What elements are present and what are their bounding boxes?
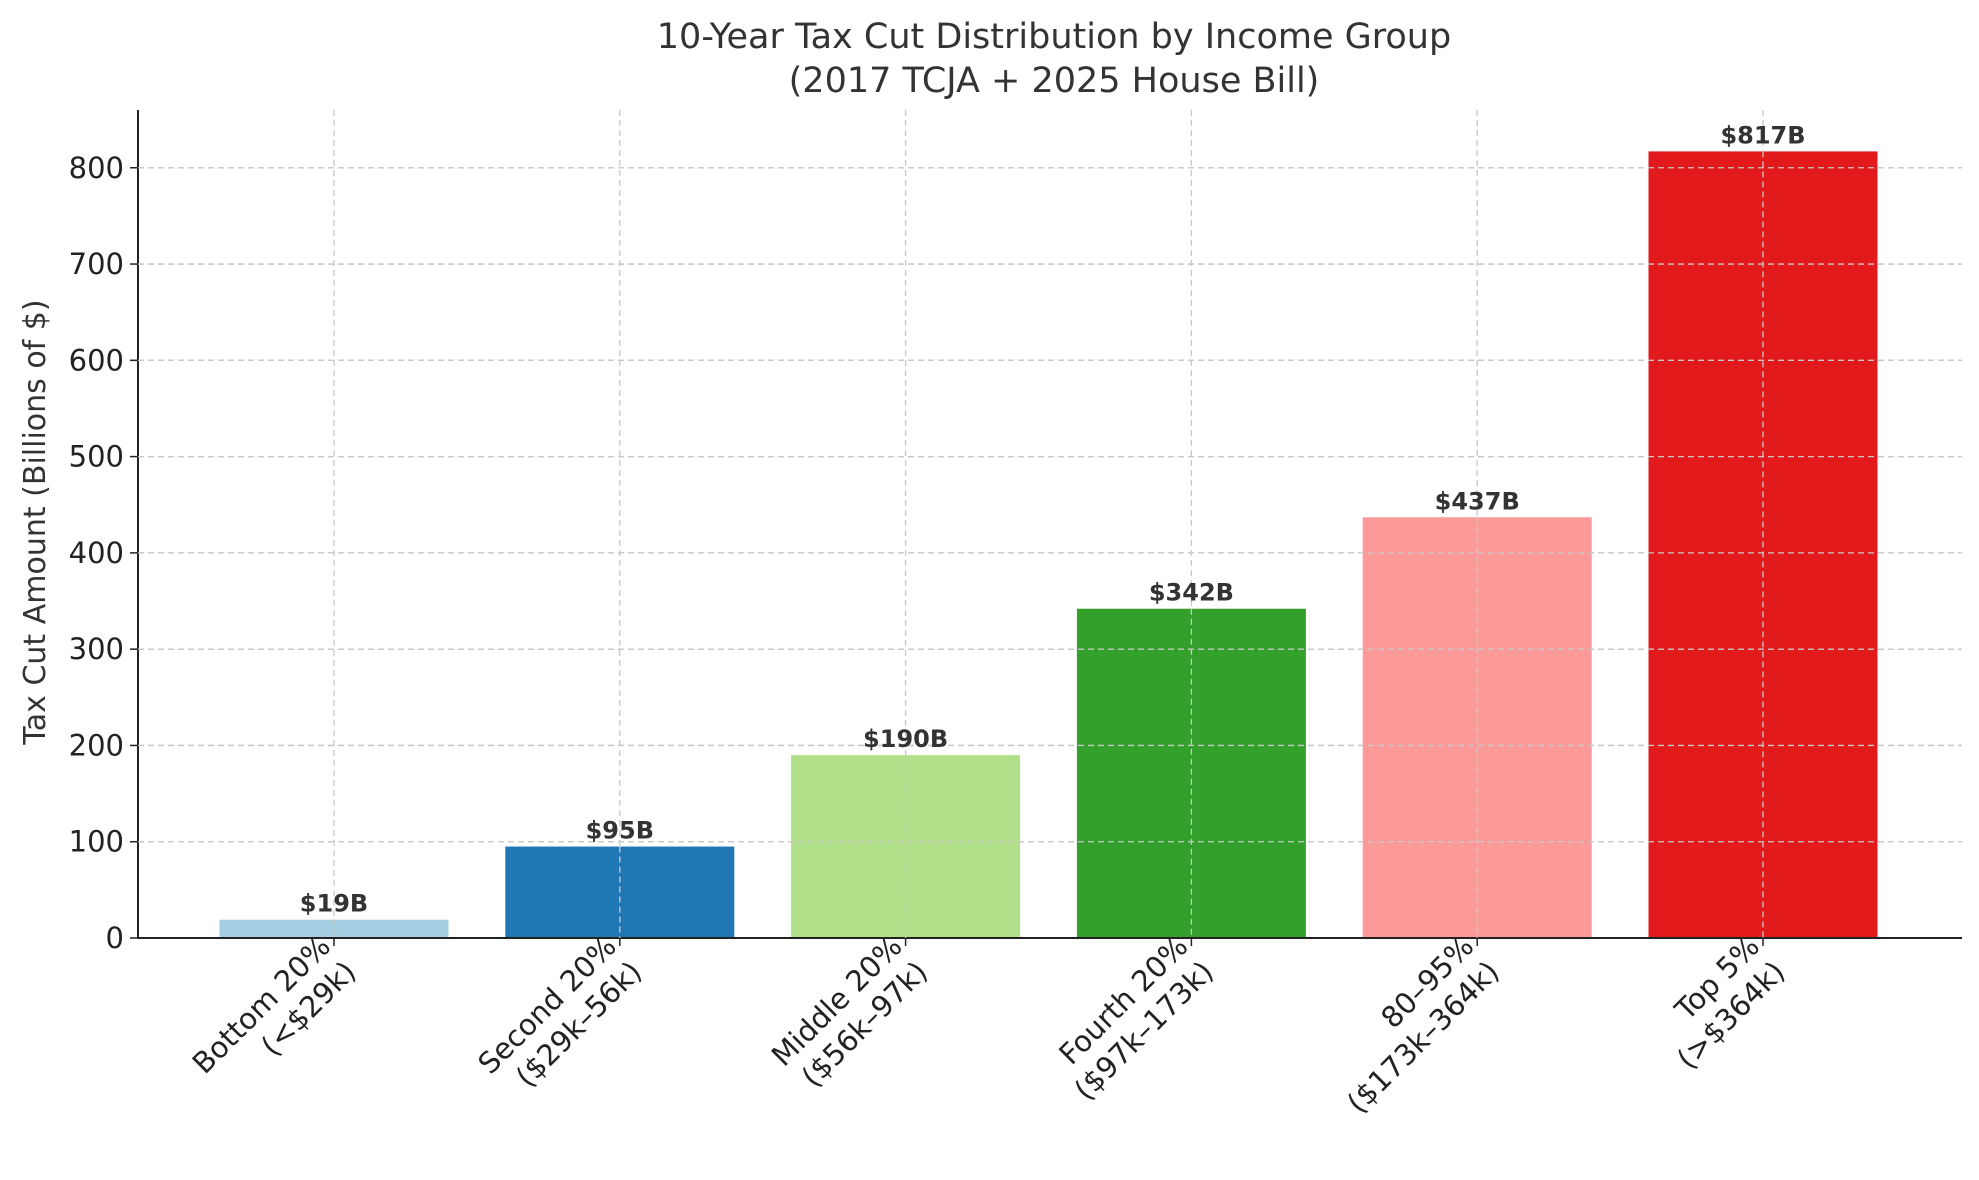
x-tick-label: Second 20%($29k–56k): [471, 929, 648, 1094]
data-labels: $19B $95B $190B $342B $437B $817B: [138, 121, 1962, 938]
bar: [219, 919, 449, 938]
y-ticks: 0 100 200 300 400 500 600 700 800: [69, 151, 138, 955]
y-tick-label: 700: [69, 247, 124, 281]
x-tick-label: Fourth 20%($97k–173k): [1052, 929, 1220, 1107]
chart-title: 10-Year Tax Cut Distribution by Income G…: [657, 17, 1451, 101]
bar-data-label: $19B: [300, 890, 368, 918]
y-axis-label: Tax Cut Amount (Billions of $): [18, 299, 53, 745]
bar-data-label: $817B: [1720, 121, 1805, 149]
y-tick-label: 800: [69, 151, 124, 185]
y-tick-label: 0: [106, 921, 124, 955]
bar-data-label: $342B: [1149, 579, 1234, 607]
x-tick-label: Top 5%(>$364k): [1668, 929, 1792, 1076]
x-tick-label: Bottom 20%(<$29k): [186, 929, 363, 1080]
chart-title-line-1: 10-Year Tax Cut Distribution by Income G…: [657, 17, 1451, 57]
bars: [219, 151, 1878, 938]
y-tick-label: 100: [69, 825, 124, 859]
x-tick-label: Middle 20%($56k–97k): [765, 929, 934, 1094]
axes: [137, 110, 1962, 939]
y-tick-label: 500: [69, 440, 124, 474]
y-tick-label: 600: [69, 343, 124, 377]
y-tick-label: 400: [69, 536, 124, 570]
x-tick-label: 80–95%($173k–364k): [1340, 929, 1505, 1120]
bar-data-label: $95B: [586, 817, 654, 845]
bar-data-label: $437B: [1435, 487, 1520, 515]
bar-data-label: $190B: [863, 725, 948, 753]
y-tick-label: 200: [69, 728, 124, 762]
x-ticks: Bottom 20%(<$29k) Second 20%($29k–56k) Mid…: [186, 929, 1792, 1120]
chart-title-line-2: (2017 TCJA + 2025 House Bill): [789, 61, 1320, 101]
y-tick-label: 300: [69, 632, 124, 666]
